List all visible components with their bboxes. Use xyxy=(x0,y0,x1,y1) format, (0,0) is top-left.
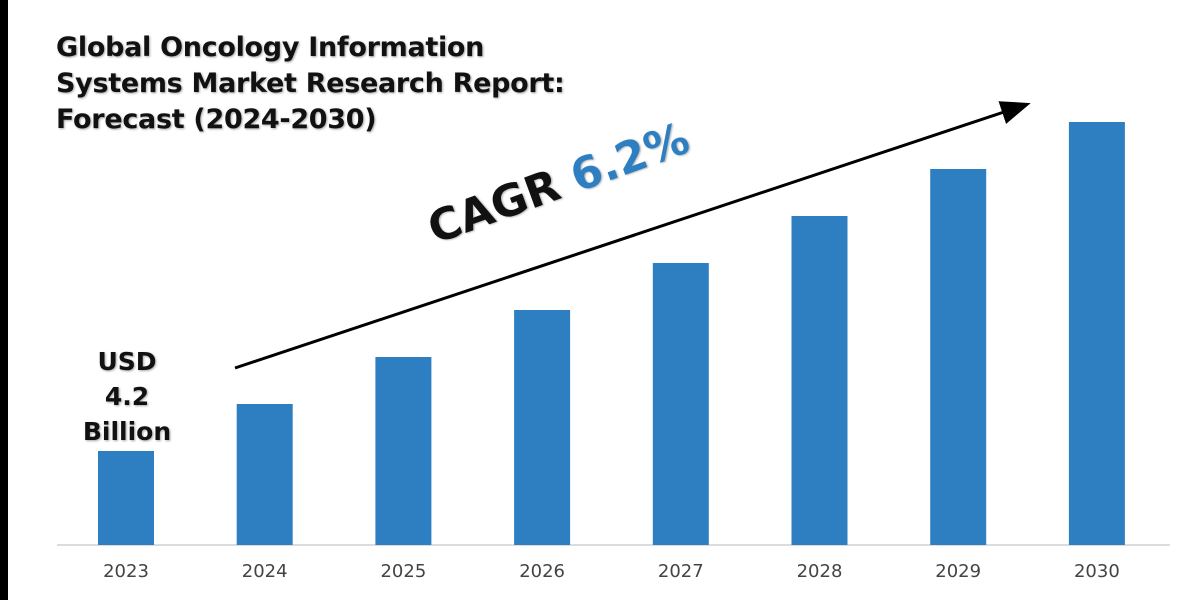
x-tick-label-2026: 2026 xyxy=(519,561,565,582)
x-tick-label-2027: 2027 xyxy=(658,561,704,582)
bar-2029 xyxy=(930,169,987,545)
x-tick-label-2029: 2029 xyxy=(935,561,981,582)
x-tick-label-2025: 2025 xyxy=(380,561,426,582)
chart-title: Global Oncology Information Systems Mark… xyxy=(56,30,565,138)
left-edge-border xyxy=(0,0,8,600)
x-tick-label-2024: 2024 xyxy=(242,561,288,582)
start-value-label: USD 4.2 Billion xyxy=(80,344,174,449)
title-line-3: Forecast (2024-2030) xyxy=(56,104,377,135)
title-line-1: Global Oncology Information xyxy=(56,32,485,63)
bar-2023 xyxy=(98,451,154,545)
x-tick-label-2023: 2023 xyxy=(103,561,149,582)
bar-2030 xyxy=(1068,122,1125,545)
x-tick-label-2028: 2028 xyxy=(797,561,843,582)
bar-2024 xyxy=(236,404,293,545)
growth-arrow xyxy=(234,101,1031,370)
bar-2026 xyxy=(514,310,571,545)
start-label-currency: USD xyxy=(97,347,157,376)
start-label-value: 4.2 xyxy=(104,382,150,411)
x-tick-label-2030: 2030 xyxy=(1074,561,1120,582)
bar-2028 xyxy=(791,216,848,545)
bar-2027 xyxy=(652,263,709,545)
start-label-unit: Billion xyxy=(82,417,172,446)
title-line-2: Systems Market Research Report: xyxy=(56,68,565,99)
bar-2025 xyxy=(375,357,432,545)
